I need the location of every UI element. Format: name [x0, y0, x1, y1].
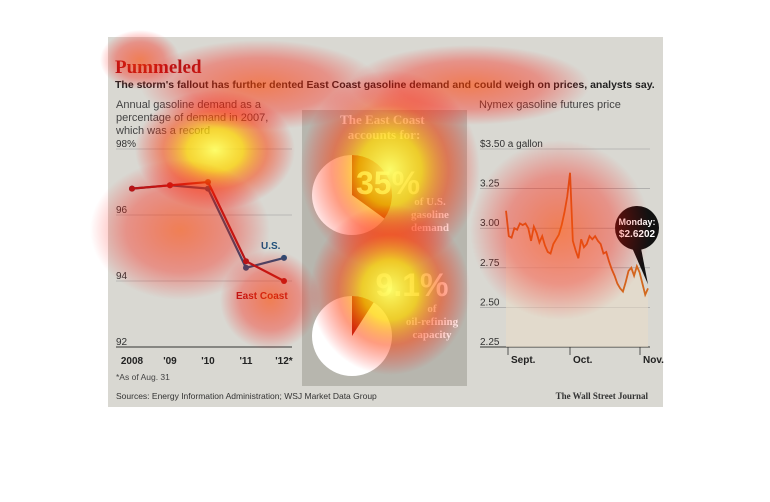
x-tick-label: Sept. — [511, 355, 536, 366]
x-tick-label: '09 — [163, 356, 177, 367]
data-point — [243, 264, 249, 271]
demand-title-line-1: Annual gasoline demand as a — [116, 99, 262, 111]
data-point — [205, 179, 211, 185]
pie-value-label: 9.1% — [376, 267, 449, 303]
demand-chart-title: Annual gasoline demand as a percentage o… — [115, 99, 271, 137]
x-tick-label: '10 — [201, 356, 215, 367]
pie-caption: capacity — [412, 329, 452, 341]
futures-chart-title: Nymex gasoline futures price — [479, 99, 621, 111]
pie-caption: oil-refining — [406, 316, 459, 328]
chart-title: Pummeled — [115, 57, 202, 78]
pie-caption: demand — [411, 222, 449, 234]
callout-label: Monday: — [619, 217, 656, 227]
pie-value-label: 35% — [356, 165, 420, 201]
futures-line-chart: $3.50 a gallon 3.25 3.00 2.75 2.50 2.25 Sept. O… — [480, 139, 664, 366]
pie-caption: of U.S. — [414, 196, 446, 208]
data-point — [281, 278, 287, 284]
data-point — [129, 185, 135, 192]
y-tick-label: 94 — [116, 271, 128, 282]
chart-subtitle: The storm's fallout has further dented E… — [115, 79, 655, 91]
callout-value: $2.6202 — [619, 229, 656, 240]
x-tick-label: '11 — [240, 356, 253, 367]
pie-caption: of — [427, 303, 437, 315]
callout-bubble — [615, 206, 659, 250]
sources-note: Sources: Energy Information Administrati… — [116, 391, 377, 401]
x-tick-label: Nov. — [643, 355, 664, 366]
x-tick-label: 2008 — [121, 356, 144, 367]
y-tick-label: $3.50 a gallon — [480, 139, 543, 150]
y-tick-label: 2.50 — [480, 297, 500, 308]
data-point — [243, 258, 249, 265]
y-tick-label: 98% — [116, 139, 136, 150]
series-label-east-coast: East Coast — [236, 291, 288, 302]
y-tick-label: 3.25 — [480, 179, 500, 190]
data-point — [167, 182, 173, 189]
demand-footnote: *As of Aug. 31 — [116, 372, 170, 382]
y-tick-label: 3.00 — [480, 218, 500, 229]
pie-panel-title-line-1: The East Coast — [340, 112, 425, 127]
x-tick-label: '12* — [275, 356, 293, 367]
pie-panel-title: The East Coast accounts for: — [340, 112, 428, 142]
demand-title-line-3: which was a record — [115, 125, 210, 137]
x-tick-label: Oct. — [573, 355, 593, 366]
series-line-east-coast — [131, 180, 285, 282]
wsj-credit: The Wall Street Journal — [556, 391, 649, 401]
pie-panel-title-line-2: accounts for: — [348, 127, 421, 142]
pie-caption: gasoline — [411, 209, 449, 221]
demand-title-line-2: percentage of demand in 2007, — [116, 112, 268, 124]
y-tick-label: 96 — [116, 205, 128, 216]
y-tick-label: 2.25 — [480, 337, 500, 348]
y-tick-label: 2.75 — [480, 258, 500, 269]
y-tick-label: 92 — [116, 337, 128, 348]
data-point — [281, 254, 287, 261]
demand-line-chart: 98% 96 94 92 2008 '09 '10 '11 '12* U.S. East Coast — [116, 139, 293, 367]
series-line-us — [131, 184, 285, 270]
series-label-us: U.S. — [261, 241, 281, 252]
futures-area — [506, 172, 648, 347]
